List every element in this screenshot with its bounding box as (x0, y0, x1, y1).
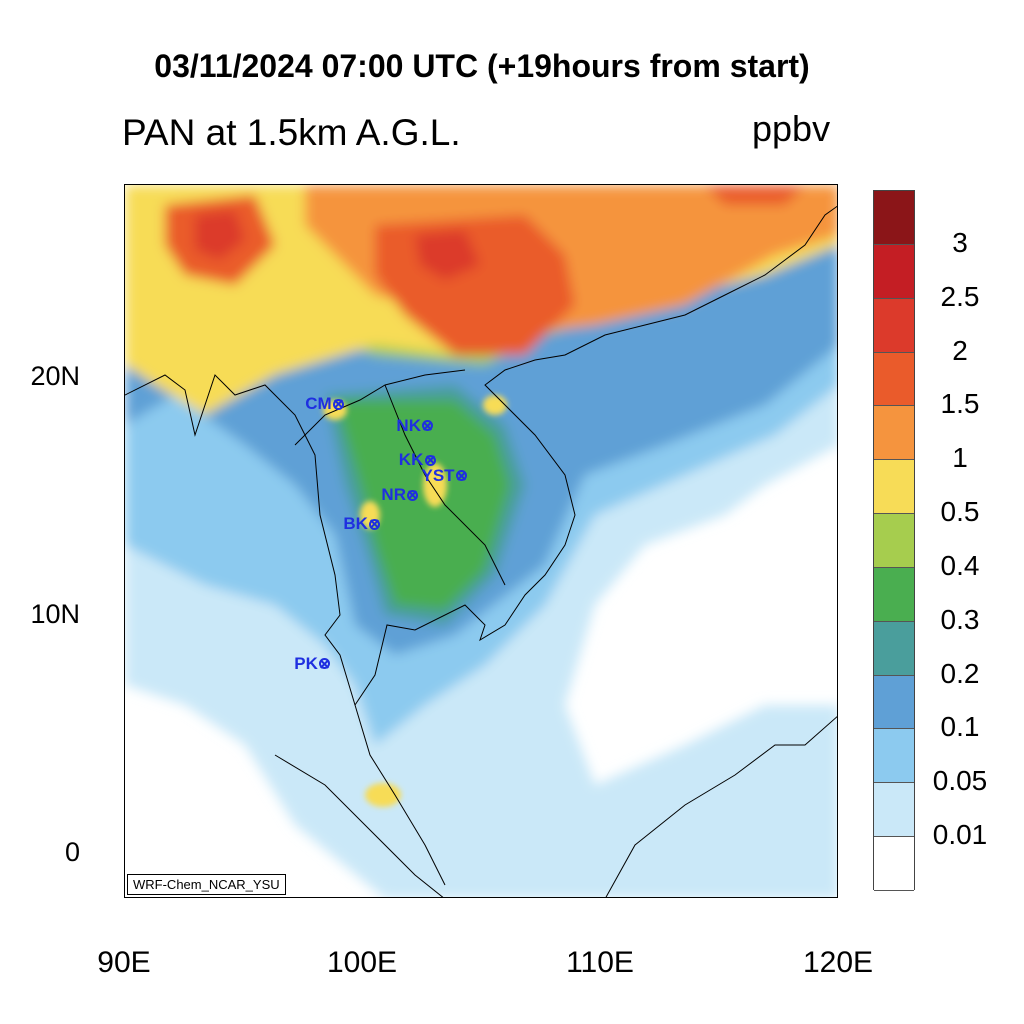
variable-title: PAN at 1.5km A.G.L. (122, 112, 461, 153)
colorbar-swatch (874, 191, 914, 245)
site-marker (422, 420, 434, 432)
site-label: NK (396, 415, 421, 435)
colorbar-swatch (874, 406, 914, 461)
colorbar-level-label: 1.5 (940, 388, 980, 420)
map-title: 03/11/2024 07:00 UTC (+19hours from star… (154, 48, 810, 84)
colorbar-level-label: 3 (952, 226, 968, 258)
site-label: BK (343, 514, 368, 534)
site-label: NR (381, 485, 406, 505)
latitude-label-0: 0 (64, 837, 80, 867)
site-marker (424, 454, 436, 466)
longitude-label-110e: 110E (566, 946, 634, 979)
colorbar-swatch (874, 783, 914, 838)
site-label: CM (305, 394, 332, 414)
colorbar-level-label: 0.05 (932, 765, 988, 797)
coastline-and-borders (125, 205, 837, 897)
concentration-fill-layer (125, 185, 837, 897)
unit-label: ppbv (752, 108, 831, 149)
site-marker (456, 470, 468, 482)
site-marker (333, 398, 345, 410)
colorbar-level-label: 0.01 (932, 819, 988, 851)
longitude-label-90e: 90E (97, 946, 151, 979)
colorbar-swatch (874, 837, 914, 891)
site-label: YST (421, 465, 455, 485)
colorbar-level-label: 2 (952, 334, 968, 366)
colorbar-swatch (874, 621, 914, 676)
site-label: PK (294, 653, 318, 673)
pan-concentration-map (125, 185, 837, 897)
longitude-label-120e: 120E (802, 946, 874, 979)
colorbar (873, 190, 915, 891)
colorbar-swatch (874, 675, 914, 730)
colorbar-level-label: 0.1 (940, 711, 980, 743)
site-label: KK (398, 450, 424, 470)
colorbar-swatch (874, 567, 914, 622)
colorbar-level-label: 0.2 (940, 657, 980, 689)
colorbar-swatch (874, 352, 914, 407)
map-panel: CM NK KK YST NR BK PK (124, 184, 838, 898)
colorbar-swatch (874, 244, 914, 299)
colorbar-swatch (874, 298, 914, 353)
colorbar-swatch (874, 729, 914, 784)
latitude-label-20n: 20N (30, 361, 80, 391)
colorbar-swatch (874, 514, 914, 568)
colorbar-level-label: 0.4 (940, 549, 980, 581)
colorbar-level-label: 1 (952, 442, 968, 474)
site-marker (369, 518, 381, 530)
site-marker (319, 658, 331, 670)
colorbar-swatch (874, 460, 914, 515)
colorbar-level-label: 0.3 (940, 603, 980, 635)
model-credit: WRF-Chem_NCAR_YSU (127, 874, 286, 895)
longitude-label-100e: 100E (326, 946, 398, 979)
colorbar-level-label: 0.5 (940, 496, 980, 528)
latitude-label-10n: 10N (30, 599, 80, 629)
colorbar-level-label: 2.5 (940, 280, 980, 312)
site-marker (407, 489, 419, 501)
